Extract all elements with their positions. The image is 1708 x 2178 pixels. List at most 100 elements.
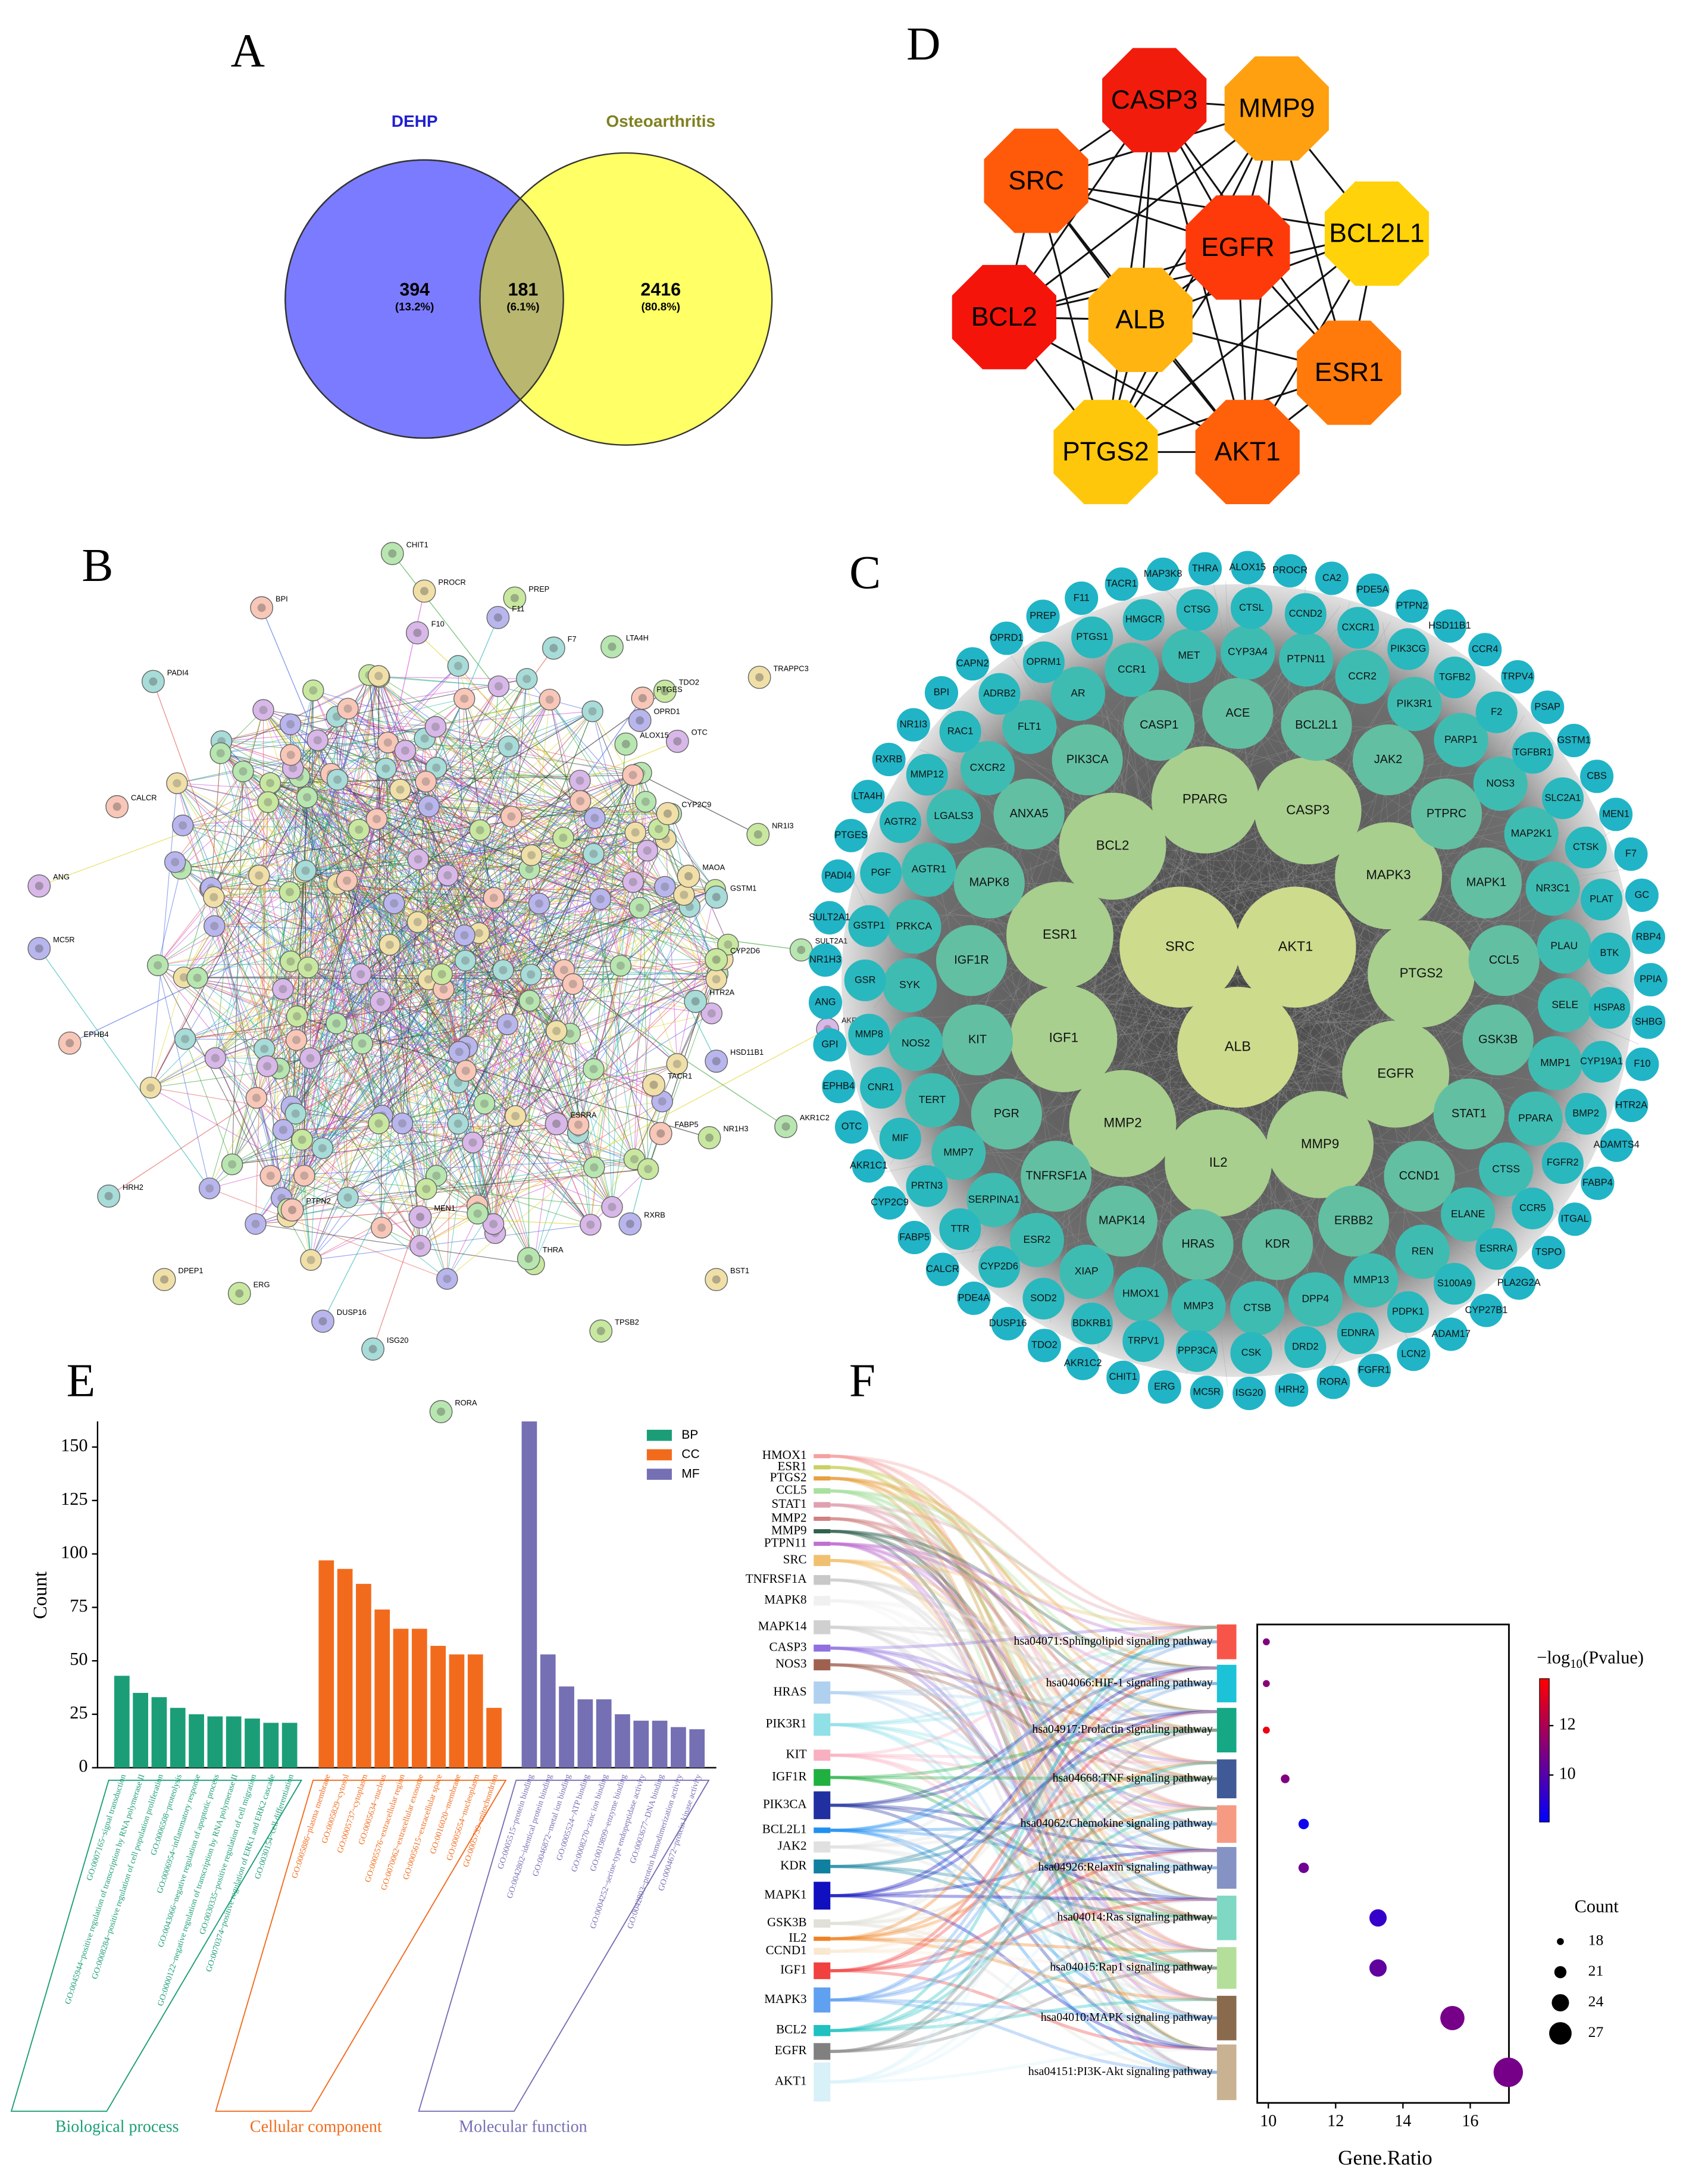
colorbar-cell bbox=[1539, 1764, 1550, 1769]
gene-node bbox=[978, 1246, 1021, 1288]
protein-node bbox=[677, 864, 700, 888]
protein-node bbox=[705, 1268, 728, 1291]
edge bbox=[533, 907, 690, 1265]
sankey-link bbox=[830, 1454, 1217, 1810]
protein-node bbox=[291, 1129, 313, 1151]
panel-label: B bbox=[82, 539, 113, 592]
gene-node bbox=[1434, 713, 1488, 767]
gene-label: JAK2 bbox=[1374, 753, 1402, 766]
sankey-link bbox=[830, 1517, 1217, 1970]
gene-label: CCL5 bbox=[1489, 954, 1519, 967]
gene-label: ISG20 bbox=[1235, 1388, 1263, 1398]
protein-node bbox=[174, 1028, 196, 1050]
gene-label: ESRRA bbox=[1479, 1243, 1513, 1254]
sankey-link bbox=[830, 1465, 1217, 1920]
edge bbox=[405, 746, 509, 751]
gene-label: EDNRA bbox=[1341, 1327, 1375, 1338]
edge bbox=[182, 783, 271, 826]
gene-node bbox=[1512, 1188, 1554, 1230]
sankey-link bbox=[830, 1542, 1217, 1643]
y-tick-label: 75 bbox=[70, 1595, 87, 1615]
sankey-link bbox=[830, 1776, 1217, 1780]
gene-node bbox=[822, 1070, 856, 1104]
protein-structure bbox=[455, 1048, 464, 1057]
protein-node bbox=[378, 934, 401, 956]
gene-node bbox=[844, 959, 886, 1002]
gene-node bbox=[1176, 589, 1218, 631]
sankey-link bbox=[830, 1454, 1217, 1764]
gene-label: NR1I3 bbox=[900, 719, 927, 730]
gene-node bbox=[1542, 777, 1584, 820]
gene-block bbox=[814, 1841, 831, 1853]
protein-node bbox=[618, 1212, 642, 1236]
sankey-link bbox=[830, 1807, 1217, 1940]
protein-node bbox=[280, 744, 302, 766]
pathway-label: hsa04062:Chemokine signaling pathway bbox=[1021, 1817, 1213, 1830]
gene-block bbox=[814, 1659, 831, 1671]
protein-node bbox=[370, 1217, 393, 1239]
gene-block bbox=[814, 1859, 831, 1874]
sankey-link bbox=[830, 1559, 1217, 1764]
sankey-link bbox=[830, 1517, 1217, 1732]
edge bbox=[303, 829, 659, 873]
sankey-link bbox=[830, 1807, 1217, 1849]
protein-node bbox=[152, 1268, 176, 1291]
gene-label: ALOX15 bbox=[1229, 562, 1266, 573]
edge bbox=[263, 710, 448, 876]
gene-label: PLAT bbox=[1590, 894, 1613, 905]
edge bbox=[305, 870, 728, 945]
sankey-link bbox=[830, 1517, 1217, 1920]
colorbar-cell bbox=[1539, 1771, 1550, 1776]
protein-structure bbox=[300, 1171, 309, 1180]
gene-node bbox=[957, 1281, 991, 1315]
edge bbox=[267, 802, 459, 1124]
gene-label: MAPK1 bbox=[764, 1888, 806, 1902]
gene-node bbox=[1411, 778, 1482, 850]
bar bbox=[151, 1697, 167, 1768]
gene-node bbox=[924, 676, 959, 710]
protein-node bbox=[58, 1032, 82, 1055]
protein-node bbox=[467, 1202, 489, 1225]
protein-node bbox=[415, 1178, 437, 1200]
sankey-link bbox=[830, 1969, 1217, 2051]
protein-node bbox=[299, 1047, 321, 1070]
protein-node bbox=[584, 807, 606, 829]
x-tick-label: 14 bbox=[1394, 2112, 1411, 2130]
protein-node bbox=[285, 1029, 308, 1051]
gene-label: KIT bbox=[968, 1033, 987, 1046]
edge bbox=[1004, 233, 1377, 318]
gene-block bbox=[814, 1713, 831, 1736]
edge bbox=[322, 1051, 460, 1322]
protein-node bbox=[520, 963, 542, 986]
protein-node bbox=[370, 990, 392, 1013]
gene-label: TRPV1 bbox=[1128, 1335, 1159, 1346]
gene-label: JAK2 bbox=[778, 1839, 807, 1853]
protein-node bbox=[496, 1013, 518, 1036]
edge bbox=[420, 1029, 828, 1246]
colorbar-cell bbox=[1539, 1804, 1550, 1808]
gene-label: MIF bbox=[892, 1133, 909, 1143]
gene-node bbox=[1580, 1040, 1623, 1083]
sankey-link bbox=[830, 1646, 1217, 1810]
gene-node bbox=[1177, 986, 1299, 1108]
gene-label: PIK3CA bbox=[1066, 753, 1109, 766]
gene-label: CYP3A4 bbox=[1228, 646, 1268, 658]
sankey-link bbox=[830, 1646, 1217, 1764]
edge bbox=[304, 1175, 494, 1224]
gene-label: CBS bbox=[1587, 771, 1607, 782]
gene-label: TRPV4 bbox=[1502, 671, 1534, 682]
protein-node bbox=[453, 688, 476, 710]
protein-label: BST1 bbox=[730, 1266, 749, 1275]
protein-node bbox=[601, 1196, 623, 1218]
edge bbox=[302, 979, 717, 1140]
protein-node bbox=[248, 864, 270, 886]
sankey-link bbox=[830, 1477, 1217, 1670]
protein-structure bbox=[228, 1160, 237, 1169]
protein-structure bbox=[376, 997, 385, 1006]
dot bbox=[1263, 1638, 1270, 1646]
protein-structure bbox=[424, 975, 433, 984]
edge bbox=[270, 768, 293, 1176]
sankey-link bbox=[830, 1489, 1217, 2020]
edge bbox=[362, 789, 401, 1044]
gene-node bbox=[1342, 1020, 1450, 1128]
